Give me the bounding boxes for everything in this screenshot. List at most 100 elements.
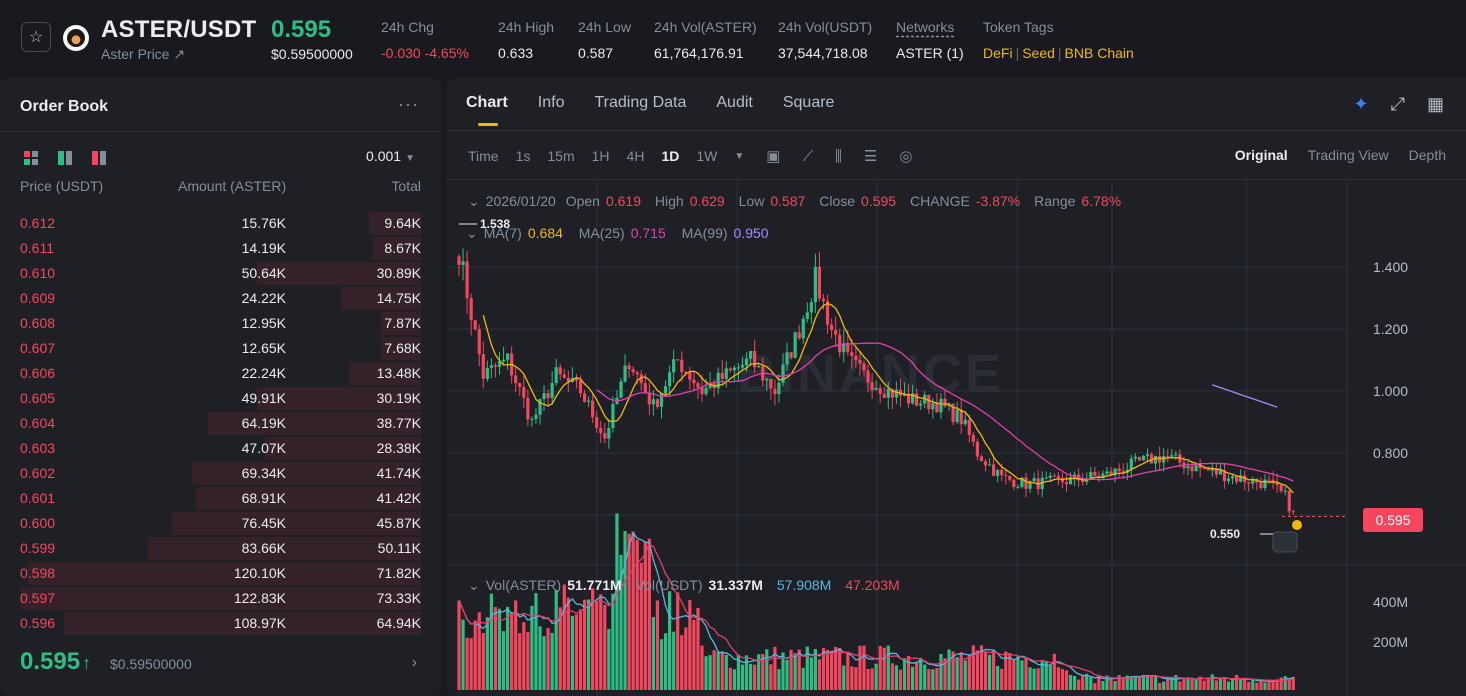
tab-trading-data[interactable]: Trading Data: [594, 94, 687, 111]
ask-row[interactable]: 0.611 14.19K 8.67K: [0, 236, 441, 261]
view-trading-view[interactable]: Trading View: [1307, 147, 1389, 163]
interval-4h[interactable]: 4H: [626, 148, 645, 164]
candle-body: [1194, 465, 1198, 472]
candle-body: [789, 352, 793, 358]
precision-select[interactable]: 0.001 ▼: [366, 148, 415, 164]
tab-audit[interactable]: Audit: [716, 94, 753, 111]
book-mode-asks-icon[interactable]: [92, 151, 106, 165]
candle-body: [663, 386, 668, 394]
ask-amount: 120.10K: [233, 565, 286, 581]
interval-1h[interactable]: 1H: [591, 148, 610, 164]
volume-bar: [696, 607, 700, 690]
ask-amount: 108.97K: [233, 615, 286, 631]
candle-body: [643, 383, 647, 393]
ask-amount: 68.91K: [241, 490, 286, 506]
volume-bar: [639, 562, 643, 690]
stat-label[interactable]: Networks: [896, 19, 955, 35]
volume-bar: [1125, 675, 1129, 690]
ask-row[interactable]: 0.597 122.83K 73.33K: [0, 586, 441, 611]
ask-row[interactable]: 0.610 50.64K 30.89K: [0, 261, 441, 286]
volume-bar: [615, 513, 619, 690]
ask-total: 45.87K: [376, 515, 421, 531]
volume-bar: [558, 607, 562, 690]
chart-settings-icon[interactable]: ☰: [863, 148, 878, 165]
favorite-star-button[interactable]: ☆: [21, 22, 51, 52]
volume-bar: [1085, 673, 1089, 690]
ask-row[interactable]: 0.596 108.97K 64.94K: [0, 611, 441, 636]
live-price-dot: [1292, 520, 1302, 530]
token-tag[interactable]: Seed: [1022, 45, 1055, 61]
coin-price-link[interactable]: Aster Price ↗: [101, 46, 186, 62]
candle-type-icon[interactable]: ⫼: [834, 147, 842, 165]
book-mode-both-icon[interactable]: [24, 151, 38, 165]
candle-body: [704, 387, 708, 395]
candle-body: [963, 419, 967, 425]
tab-chart[interactable]: Chart: [466, 94, 508, 126]
tab-info[interactable]: Info: [537, 94, 565, 111]
ask-row[interactable]: 0.604 64.19K 38.77K: [0, 411, 441, 436]
volume-bar: [469, 638, 473, 690]
pair-title[interactable]: ASTER/USDT: [101, 16, 257, 43]
ai-sparkle-icon[interactable]: ✦: [1353, 94, 1369, 114]
ask-row[interactable]: 0.602 69.34K 41.74K: [0, 461, 441, 486]
target-icon[interactable]: ◎: [899, 148, 913, 165]
interval-1d[interactable]: 1D: [661, 148, 680, 164]
stat-label: 24h Vol(USDT): [778, 19, 873, 35]
token-tag[interactable]: DeFi: [983, 45, 1013, 61]
collapse-chevron-icon[interactable]: ⌄: [466, 225, 478, 241]
volume-bar: [1052, 653, 1056, 690]
volume-bar: [939, 654, 943, 690]
ask-row[interactable]: 0.608 12.95K 7.87K: [0, 311, 441, 336]
collapse-chevron-icon[interactable]: ⌄: [468, 193, 480, 209]
candle-body: [975, 441, 979, 457]
interval-time[interactable]: Time: [468, 148, 499, 164]
candle-body: [465, 261, 469, 298]
candle-body: [1222, 470, 1227, 482]
candle-body: [716, 372, 720, 389]
volume-bar: [773, 646, 777, 690]
volume-bar: [676, 592, 680, 690]
ask-row[interactable]: 0.612 15.76K 9.64K: [0, 211, 441, 236]
calendar-icon[interactable]: ▣: [766, 148, 781, 165]
volume-bar: [724, 654, 728, 690]
volume-bar: [919, 657, 923, 690]
ask-row[interactable]: 0.607 12.65K 7.68K: [0, 336, 441, 361]
ask-row[interactable]: 0.609 24.22K 14.75K: [0, 286, 441, 311]
ask-row[interactable]: 0.605 49.91K 30.19K: [0, 386, 441, 411]
ask-row[interactable]: 0.598 120.10K 71.82K: [0, 561, 441, 586]
ask-amount: 76.45K: [241, 515, 286, 531]
ask-row[interactable]: 0.601 68.91K 41.42K: [0, 486, 441, 511]
stat-networks[interactable]: Networks ASTER (1): [896, 19, 964, 61]
collapse-chevron-icon[interactable]: ⌄: [468, 577, 480, 593]
candle-body: [554, 367, 558, 384]
layout-grid-icon[interactable]: ▦: [1426, 94, 1444, 114]
interval-dropdown-icon[interactable]: ▼: [734, 150, 745, 162]
view-original[interactable]: Original: [1234, 147, 1288, 163]
volume-bar: [975, 650, 979, 690]
interval-15m[interactable]: 15m: [547, 148, 575, 164]
volume-bar: [570, 615, 574, 690]
token-tag[interactable]: BNB Chain: [1064, 45, 1134, 61]
volume-bar: [1060, 669, 1065, 690]
tab-square[interactable]: Square: [782, 94, 835, 111]
view-depth[interactable]: Depth: [1408, 147, 1446, 163]
ask-row[interactable]: 0.606 22.24K 13.48K: [0, 361, 441, 386]
chevron-right-icon[interactable]: ›: [411, 654, 417, 671]
interval-1s[interactable]: 1s: [515, 148, 531, 164]
ohlc-range: 6.78%: [1081, 193, 1122, 209]
ask-row[interactable]: 0.600 76.45K 45.87K: [0, 511, 441, 536]
candle-body: [1226, 478, 1231, 482]
interval-1w[interactable]: 1W: [696, 148, 718, 164]
ask-row[interactable]: 0.599 83.66K 50.11K: [0, 536, 441, 561]
ask-row[interactable]: 0.603 47.07K 28.38K: [0, 436, 441, 461]
more-options-icon[interactable]: ···: [398, 94, 419, 114]
candle-body: [676, 359, 680, 361]
indicator-icon[interactable]: ⟋: [802, 147, 813, 165]
book-mode-bids-icon[interactable]: [58, 151, 72, 165]
volume-bar: [477, 612, 481, 690]
ma7-label: MA(7): [483, 225, 522, 241]
fullscreen-icon[interactable]: ⤢: [1390, 94, 1405, 114]
ask-price: 0.603: [20, 440, 56, 456]
volume-bar: [1263, 682, 1267, 690]
candlestick-chart[interactable]: [447, 180, 1466, 696]
